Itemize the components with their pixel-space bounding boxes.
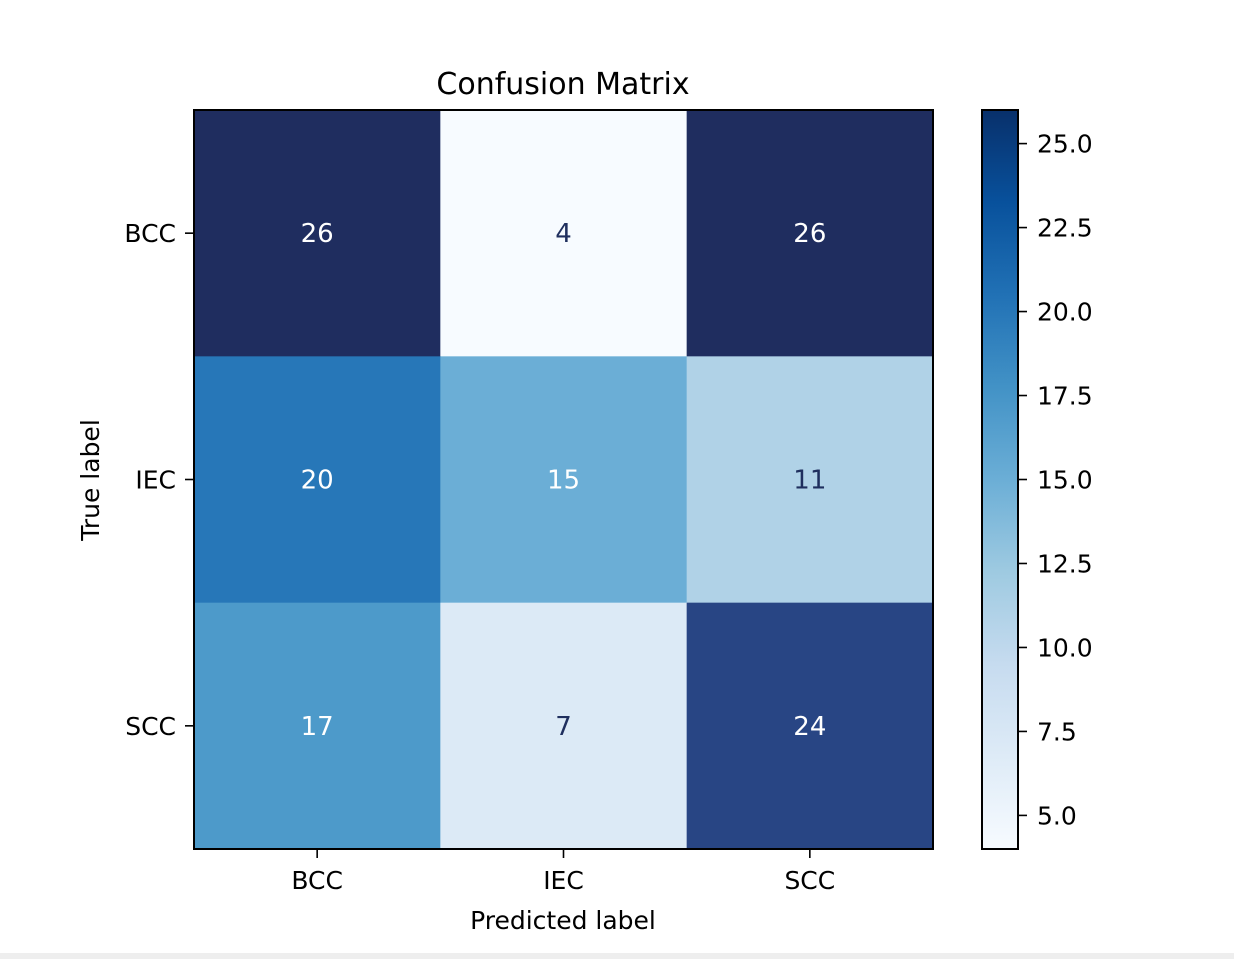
x-tick-label: BCC	[291, 866, 343, 895]
matrix-cell	[440, 356, 688, 604]
matrix-cell-value: 15	[547, 466, 580, 496]
x-tick-label: SCC	[784, 866, 835, 895]
colorbar-tick-label: 17.5	[1037, 382, 1093, 411]
y-tick-label: BCC	[124, 219, 176, 248]
window-bottom-edge	[0, 953, 1234, 959]
x-axis-ticks: BCC IEC SCC	[291, 849, 835, 895]
colorbar-tick-label: 25.0	[1037, 130, 1093, 159]
colorbar-tick-label: 5.0	[1037, 801, 1077, 830]
matrix-cell	[686, 110, 934, 357]
matrix-cell	[194, 110, 441, 357]
matrix-cell-value: 24	[793, 712, 826, 742]
colorbar-tick-label: 22.5	[1037, 214, 1093, 243]
x-tick-label: IEC	[543, 866, 584, 895]
matrix-cells	[194, 110, 934, 850]
y-axis-label: True label	[76, 419, 105, 542]
matrix-cell-value: 17	[301, 712, 334, 742]
matrix-cell-value: 20	[301, 466, 334, 496]
colorbar-ticks: 5.0 7.5 10.0 12.5 15.0 17.5 20.0 22.5 25.0	[1018, 130, 1093, 830]
y-tick-label: IEC	[135, 466, 176, 495]
matrix-cell-value: 26	[301, 219, 334, 249]
chart-title: Confusion Matrix	[436, 67, 689, 102]
matrix-cell-value: 4	[555, 219, 572, 249]
matrix-cell	[686, 602, 934, 850]
colorbar-tick-label: 20.0	[1037, 298, 1093, 327]
colorbar-tick-label: 15.0	[1037, 466, 1093, 495]
matrix-cell	[440, 602, 688, 850]
x-axis-label: Predicted label	[470, 906, 656, 935]
matrix-cell-labels: 26 4 26 20 15 11 17 7 24	[301, 219, 827, 742]
colorbar-tick-label: 12.5	[1037, 549, 1093, 578]
y-tick-label: SCC	[125, 712, 176, 741]
y-axis-ticks: BCC IEC SCC	[124, 219, 194, 741]
matrix-cell	[686, 356, 934, 604]
colorbar-tick-label: 7.5	[1037, 717, 1077, 746]
matrix-cell-value: 7	[555, 712, 572, 742]
matrix-cell-value: 11	[793, 466, 826, 496]
colorbar	[981, 109, 1019, 850]
matrix-cell	[440, 110, 688, 357]
matrix-cell	[194, 602, 441, 850]
matrix-cell	[194, 356, 441, 604]
colorbar-tick-label: 10.0	[1037, 633, 1093, 662]
matrix-cell-value: 26	[793, 219, 826, 249]
